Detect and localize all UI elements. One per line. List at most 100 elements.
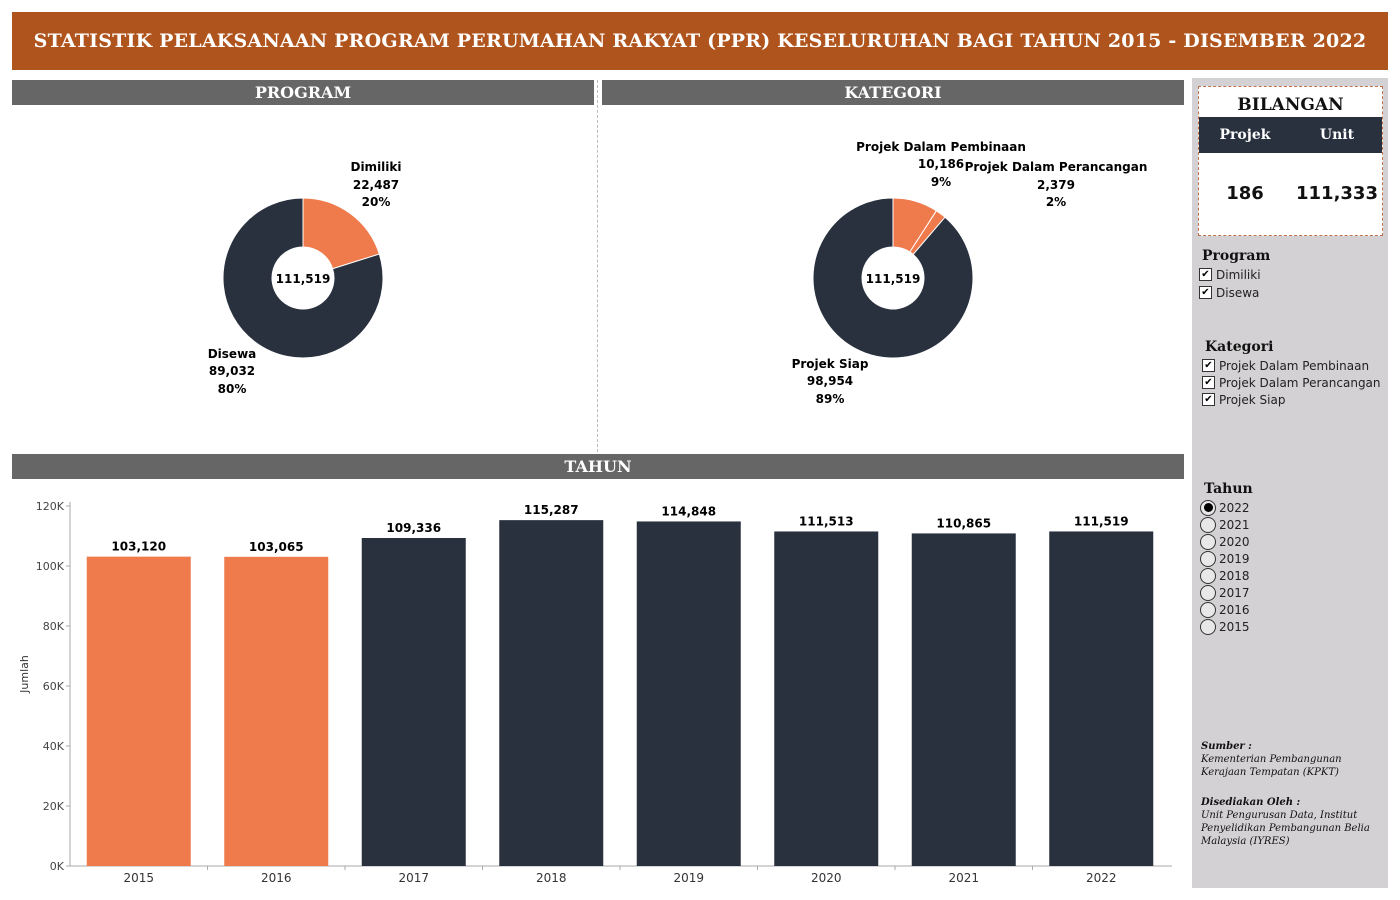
bars: 103,120 2015 103,065 2016 109,336 2017 115,287… bbox=[86, 503, 1154, 885]
bar-value-label: 111,519 bbox=[1074, 514, 1129, 528]
pembinaan-slice-value: 10,186 bbox=[918, 157, 964, 171]
program-slice-dimiliki[interactable] bbox=[302, 197, 380, 270]
radio-unselected-icon[interactable] bbox=[1200, 584, 1216, 601]
tahun-option-2020[interactable]: 2020 bbox=[1200, 533, 1250, 550]
program-donut-center-label: 111,519 bbox=[276, 272, 331, 286]
tahun-option-2016[interactable]: 2016 bbox=[1200, 601, 1250, 618]
bar-value-label: 115,287 bbox=[524, 503, 579, 517]
tahun-bar-chart: Jumlah 0K 20K 40K 60K 80K 100K 120K 103,120 201… bbox=[18, 500, 1172, 885]
kategori-section-header: KATEGORI bbox=[602, 80, 1184, 105]
siap-slice-value: 98,954 bbox=[807, 374, 853, 388]
checkbox-checked-icon[interactable]: ✔ bbox=[1199, 268, 1212, 281]
kategori-filter-label: Projek Siap bbox=[1219, 392, 1286, 407]
y-tick-label: 40K bbox=[43, 740, 65, 753]
projek-count: 186 bbox=[1226, 183, 1264, 204]
radio-unselected-icon[interactable] bbox=[1200, 516, 1216, 533]
kategori-filter-siap[interactable]: ✔ Projek Siap bbox=[1202, 391, 1285, 408]
y-tick-label: 60K bbox=[43, 680, 65, 693]
bar-value-label: 109,336 bbox=[386, 521, 441, 535]
checkbox-checked-icon[interactable]: ✔ bbox=[1202, 359, 1215, 372]
kategori-filter-pembinaan[interactable]: ✔ Projek Dalam Pembinaan bbox=[1202, 357, 1369, 374]
tahun-option-2015[interactable]: 2015 bbox=[1200, 618, 1250, 635]
program-section-header: PROGRAM bbox=[12, 80, 594, 105]
checkbox-checked-icon[interactable]: ✔ bbox=[1202, 376, 1215, 389]
dimiliki-slice-name: Dimiliki bbox=[350, 160, 401, 174]
program-slice-disewa[interactable] bbox=[222, 197, 384, 359]
bar-2016[interactable] bbox=[224, 556, 329, 866]
kategori-donut-chart: 111,519 Projek Dalam Pembinaan 10,186 9%… bbox=[792, 140, 1148, 406]
projek-column-header: Projek bbox=[1219, 127, 1271, 143]
bilangan-title: BILANGAN bbox=[1237, 95, 1344, 115]
tahun-option-label: 2022 bbox=[1219, 500, 1250, 515]
siap-slice-percent: 89% bbox=[816, 392, 845, 406]
tahun-option-2017[interactable]: 2017 bbox=[1200, 584, 1250, 601]
tahun-option-label: 2015 bbox=[1219, 619, 1250, 634]
disewa-slice-percent: 80% bbox=[218, 382, 247, 396]
section-divider bbox=[597, 80, 598, 452]
program-filter-disewa[interactable]: ✔ Disewa bbox=[1199, 284, 1259, 301]
unit-column-header: Unit bbox=[1319, 127, 1355, 143]
tahun-option-2021[interactable]: 2021 bbox=[1200, 516, 1250, 533]
tahun-option-label: 2018 bbox=[1219, 568, 1250, 583]
bar-value-label: 103,065 bbox=[249, 540, 304, 554]
program-donut-slices bbox=[222, 197, 384, 359]
bar-value-label: 111,513 bbox=[799, 514, 854, 528]
tahun-option-label: 2017 bbox=[1219, 585, 1250, 600]
tahun-option-2018[interactable]: 2018 bbox=[1200, 567, 1250, 584]
y-tick-label: 80K bbox=[43, 620, 65, 633]
perancangan-slice-percent: 2% bbox=[1046, 195, 1066, 209]
program-filter-label: Disewa bbox=[1216, 285, 1260, 300]
kategori-slice-projek-siap[interactable] bbox=[812, 197, 974, 359]
checkbox-checked-icon[interactable]: ✔ bbox=[1199, 286, 1212, 299]
bar-2021[interactable] bbox=[911, 533, 1016, 866]
program-filter-label: Dimiliki bbox=[1216, 267, 1261, 282]
bar-2017[interactable] bbox=[361, 537, 466, 866]
pembinaan-slice-name: Projek Dalam Pembinaan bbox=[856, 140, 1026, 154]
prepared-by-text: Unit Pengurusan Data, Institut Penyelidi… bbox=[1201, 810, 1370, 847]
radio-unselected-icon[interactable] bbox=[1200, 550, 1216, 567]
tahun-option-label: 2019 bbox=[1219, 551, 1250, 566]
dashboard-title-banner: STATISTIK PELAKSANAAN PROGRAM PERUMAHAN … bbox=[12, 12, 1388, 70]
x-tick-label: 2018 bbox=[536, 871, 567, 885]
x-tick-label: 2016 bbox=[261, 871, 292, 885]
bar-2022[interactable] bbox=[1049, 531, 1154, 866]
bar-value-label: 110,865 bbox=[936, 516, 991, 530]
tahun-option-2022[interactable]: 2022 bbox=[1200, 499, 1250, 516]
tahun-option-2019[interactable]: 2019 bbox=[1200, 550, 1250, 567]
bar-value-label: 114,848 bbox=[661, 504, 716, 518]
x-tick-label: 2020 bbox=[811, 871, 842, 885]
x-tick-label: 2022 bbox=[1086, 871, 1117, 885]
y-tick-label: 0K bbox=[50, 860, 65, 873]
bar-2019[interactable] bbox=[636, 521, 741, 866]
kategori-filter-perancangan[interactable]: ✔ Projek Dalam Perancangan bbox=[1202, 374, 1381, 391]
tahun-filter-title: Tahun bbox=[1204, 481, 1253, 497]
disewa-slice-value: 89,032 bbox=[209, 364, 255, 378]
program-filter-dimiliki[interactable]: ✔ Dimiliki bbox=[1199, 266, 1261, 283]
bar-2020[interactable] bbox=[774, 531, 879, 866]
tahun-option-label: 2020 bbox=[1219, 534, 1250, 549]
pembinaan-slice-percent: 9% bbox=[931, 175, 951, 189]
radio-unselected-icon[interactable] bbox=[1200, 601, 1216, 618]
x-tick-label: 2021 bbox=[948, 871, 979, 885]
perancangan-slice-name: Projek Dalam Perancangan bbox=[965, 160, 1148, 174]
y-tick-label: 120K bbox=[36, 500, 65, 513]
program-donut-chart: 111,519 Dimiliki 22,487 20% Disewa 89,03… bbox=[208, 160, 402, 396]
checkbox-checked-icon[interactable]: ✔ bbox=[1202, 393, 1215, 406]
source-label: Sumber : bbox=[1201, 741, 1252, 752]
bar-2018[interactable] bbox=[499, 520, 604, 866]
bilangan-header-row: Projek Unit bbox=[1199, 117, 1382, 153]
radio-unselected-icon[interactable] bbox=[1200, 618, 1216, 635]
y-tick-label: 20K bbox=[43, 800, 65, 813]
dashboard-title: STATISTIK PELAKSANAAN PROGRAM PERUMAHAN … bbox=[33, 30, 1367, 52]
dimiliki-slice-value: 22,487 bbox=[353, 178, 399, 192]
bar-2015[interactable] bbox=[86, 556, 191, 866]
x-tick-label: 2019 bbox=[673, 871, 704, 885]
radio-unselected-icon[interactable] bbox=[1200, 533, 1216, 550]
kategori-filter-label: Projek Dalam Perancangan bbox=[1219, 375, 1381, 390]
kategori-filter-label: Projek Dalam Pembinaan bbox=[1219, 358, 1370, 373]
bilangan-summary-card: BILANGAN Projek Unit 186 111,333 bbox=[1198, 86, 1383, 236]
tahun-option-label: 2016 bbox=[1219, 602, 1250, 617]
radio-selected-icon[interactable] bbox=[1200, 499, 1216, 516]
radio-unselected-icon[interactable] bbox=[1200, 567, 1216, 584]
perancangan-slice-value: 2,379 bbox=[1037, 178, 1075, 192]
